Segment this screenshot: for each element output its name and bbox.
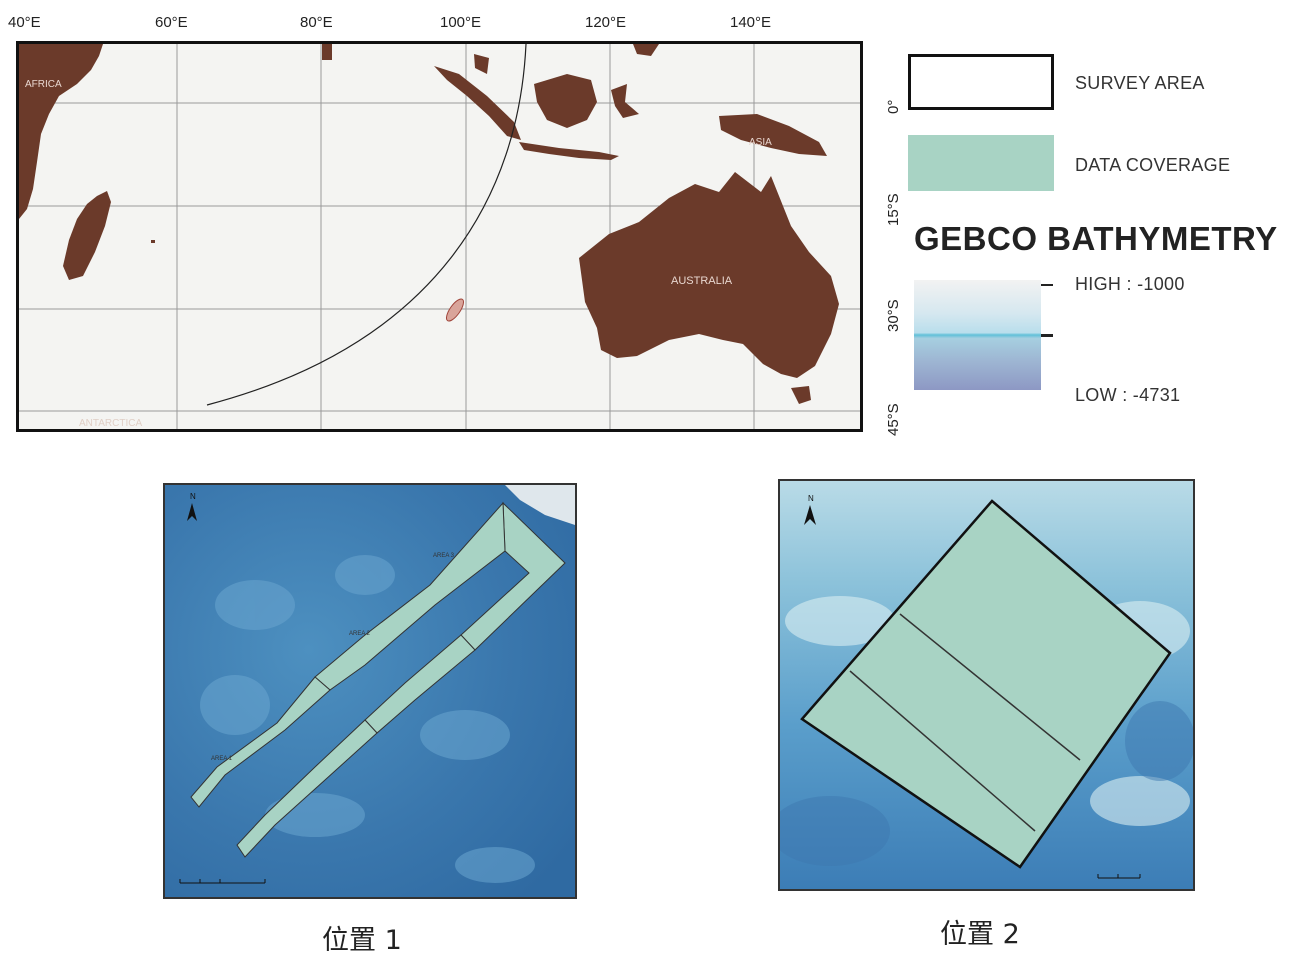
indonesia-land [434,66,521,140]
data-coverage-label: DATA COVERAGE [1075,155,1231,175]
lon-label-120e: 120°E [585,14,627,31]
survey-area-marker [445,298,465,322]
lat-label-0: 0° [885,99,902,114]
area-2-label: AREA 2 [349,631,371,637]
land-masses [19,44,839,404]
lon-label-60e: 60°E [155,14,188,31]
lat-label-30s: 30°S [885,299,902,332]
svg-text:N: N [190,492,196,501]
tasmania-land [791,386,811,404]
scale-bar [179,879,266,884]
world-map-svg: AFRICA ASIA AUSTRALIA ANTARCTICA [19,44,860,429]
world-map: AFRICA ASIA AUSTRALIA ANTARCTICA [16,41,863,432]
caption-location-1: 位置 1 [322,925,402,956]
lon-label-140e: 140°E [730,14,772,31]
australia-land [579,172,839,378]
antarctica-label: ANTARCTICA [79,418,142,429]
inset1-coverage [190,501,566,858]
area-3-label: AREA 3 [433,553,455,559]
inset-map-2-svg: N [780,481,1193,889]
lon-label-40e: 40°E [8,14,41,31]
australia-label: AUSTRALIA [671,275,733,287]
area-1-label: AREA 1 [211,756,233,762]
inset2-coverage [800,499,1172,869]
mid-tick [1041,334,1053,337]
lon-label-100e: 100°E [440,14,482,31]
survey-area-label: SURVEY AREA [1075,73,1205,93]
area-1-lower [236,719,378,858]
inset-map-1-svg: AREA 3 AREA 2 AREA 1 N [165,485,575,897]
africa-label: AFRICA [25,79,62,90]
scale-bar [1097,874,1141,879]
north-arrow-icon: N [187,492,197,521]
north-arrow-icon: N [804,494,816,525]
low-label: LOW : -4731 [1075,385,1181,405]
lat-label-15s: 15°S [885,193,902,226]
survey-track [206,44,527,406]
inset-map-1: AREA 3 AREA 2 AREA 1 N [163,483,577,899]
caption-location-2: 位置 2 [940,919,1020,950]
high-tick [1041,284,1053,286]
svg-text:N: N [808,494,814,503]
bathymetry-title: GEBCO BATHYMETRY [914,220,1278,257]
asia-label: ASIA [749,137,772,148]
inset-map-2: N [778,479,1195,891]
madagascar-land [63,191,111,280]
area-1-corridor [190,676,331,808]
bathymetry-color-ramp [914,280,1041,390]
lat-label-45s: 45°S [885,403,902,436]
survey-area-swatch [908,54,1054,110]
data-coverage-swatch [908,135,1054,191]
high-label: HIGH : -1000 [1075,274,1185,294]
lon-label-80e: 80°E [300,14,333,31]
new-guinea-land [719,114,827,156]
africa-land [19,44,103,219]
